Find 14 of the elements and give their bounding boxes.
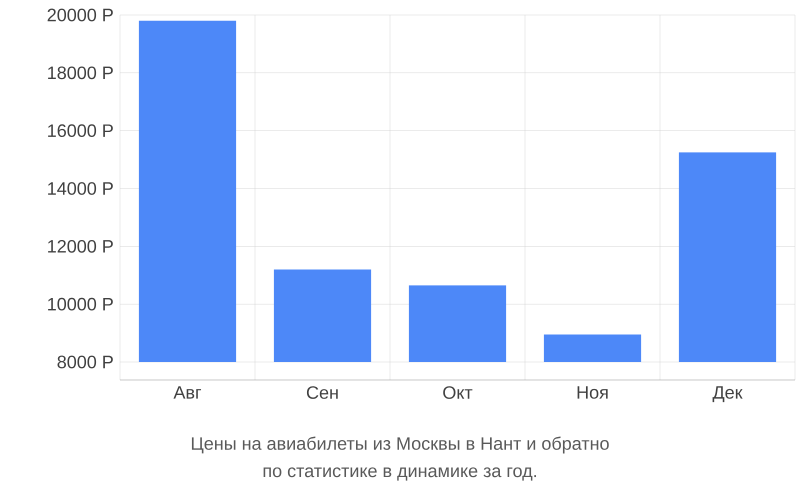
y-tick-label: 8000 Р bbox=[58, 356, 113, 368]
x-tick-label: Окт bbox=[443, 386, 472, 399]
x-tick-label: Ноя bbox=[578, 386, 608, 399]
text: Цены на авиабилеты из Москвы в Нант и обратно bbox=[192, 436, 609, 454]
y-tick-label: 20000 Р bbox=[48, 8, 113, 22]
x-tick-label: Сен bbox=[306, 386, 338, 399]
x-tick-label: Дек bbox=[712, 386, 743, 402]
y-tick-label: 14000 Р bbox=[48, 182, 113, 195]
text: по статистике в динамике за год. bbox=[264, 467, 536, 481]
y-tick-label: 16000 Р bbox=[48, 124, 113, 138]
y-tick-label: 10000 Р bbox=[48, 298, 113, 311]
y-tick-label: 12000 Р bbox=[48, 240, 113, 253]
x-tick-label: Авг bbox=[173, 386, 202, 399]
y-tick-label: 18000 Р bbox=[48, 66, 113, 80]
